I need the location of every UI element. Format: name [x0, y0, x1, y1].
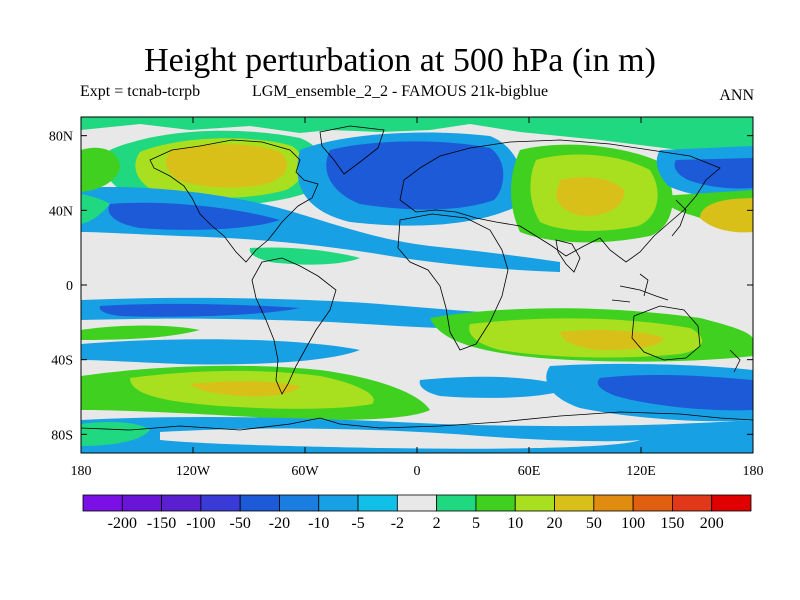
colorbar-swatch — [396, 494, 438, 512]
colorbar-swatch — [357, 494, 398, 512]
colorbar-level-label: 20 — [547, 515, 563, 532]
lon-tick-label: 0 — [414, 464, 421, 479]
colorbar-level-label: -20 — [269, 515, 290, 532]
colorbar-swatch — [436, 494, 477, 512]
contour-fields — [81, 117, 753, 453]
contour-sh-pacific-green — [81, 325, 200, 340]
lat-tick-label: 40N — [49, 204, 73, 219]
colorbar-level-label: 200 — [700, 515, 724, 532]
colorbar-swatch — [632, 494, 673, 512]
colorbar-swatch — [279, 494, 320, 512]
coastline-eurasia — [399, 139, 721, 263]
contour-nh-pacific-green — [81, 147, 120, 192]
colorbar-swatch — [161, 494, 202, 512]
contour-sh-tropic-blue — [99, 303, 300, 317]
colorbar-level-label: -200 — [108, 515, 137, 532]
contour-antarctic-grey — [160, 428, 640, 449]
contour-nh-arctic-green — [81, 117, 753, 150]
colorbar-swatch — [711, 494, 752, 512]
colorbar-swatch — [82, 494, 123, 512]
colorbar-level-label: 10 — [507, 515, 523, 532]
colorbar-level-label: 100 — [621, 515, 645, 532]
colorbar-swatch — [514, 494, 555, 512]
lon-tick-label: 120W — [176, 464, 211, 479]
contour-tropic-green-atl — [249, 247, 360, 265]
coastline-japan — [671, 199, 687, 237]
colorbar-swatch — [554, 494, 595, 512]
experiment-label: Expt = tcnab-tcrpb — [80, 83, 201, 100]
coastline-south-america — [251, 257, 337, 395]
coastline-north-america — [149, 139, 319, 263]
colorbar-swatch — [475, 494, 516, 512]
coastline-india — [555, 239, 581, 273]
coastline-indonesia — [611, 273, 669, 303]
contour-nh-canada-yellow — [165, 144, 288, 188]
colorbar-swatch — [121, 494, 162, 512]
contour-antarctic-green — [81, 422, 150, 446]
lon-tick-label: 180 — [71, 464, 92, 479]
coastline-greenland — [319, 125, 385, 175]
lat-tick-label: 40S — [51, 354, 73, 369]
contour-sh-indian-blue — [597, 374, 753, 411]
colorbar-level-label: 5 — [472, 515, 480, 532]
colorbar-level-label: -2 — [391, 515, 404, 532]
colorbar-level-label: 50 — [586, 515, 602, 532]
contour-nh-atlantic-blue — [326, 141, 504, 210]
colorbar-level-label: 2 — [433, 515, 441, 532]
colorbar-swatch — [593, 494, 634, 512]
contour-nh-westpac-yellow — [700, 198, 753, 233]
contour-nh-subtrop-blue — [108, 202, 280, 230]
contour-sh-high-yellow — [190, 381, 300, 397]
coastline-africa — [397, 213, 509, 351]
lon-tick-label: 60W — [291, 464, 319, 479]
lat-tick-label: 80S — [51, 428, 73, 443]
coastlines — [81, 125, 753, 431]
colorbar-level-label: 150 — [660, 515, 684, 532]
axis-ticks: 80N 40N 0 40S 80S 180 120W 60W 0 60E 120E 180 — [49, 117, 764, 479]
contour-sh-mid-lightblue — [81, 339, 360, 365]
contour-nh-asia-yellow — [556, 177, 625, 216]
lon-tick-label: 120E — [626, 464, 656, 479]
colorbar-level-label: -5 — [351, 515, 364, 532]
map-title: Height perturbation at 500 hPa (in m) — [144, 42, 656, 79]
coastline-new-zealand — [729, 349, 741, 373]
lon-tick-label: 60E — [518, 464, 541, 479]
lat-tick-label: 80N — [49, 130, 73, 145]
colorbar-level-label: -100 — [186, 515, 215, 532]
colorbar-swatch — [318, 494, 359, 512]
lon-tick-label: 180 — [743, 464, 764, 479]
season-label: ANN — [719, 87, 754, 104]
coastline-antarctica — [81, 411, 753, 431]
coastline-australia — [631, 305, 701, 361]
colorbar-swatch — [239, 494, 280, 512]
colorbar: -200 -150 -100 -50 -20 -10 -5 -2 2 5 10 20 50 100 150 2… — [82, 494, 752, 532]
colorbar-level-label: -50 — [230, 515, 251, 532]
colorbar-level-label: -10 — [308, 515, 329, 532]
lat-tick-label: 0 — [66, 279, 73, 294]
ensemble-label: LGM_ensemble_2_2 - FAMOUS 21k-bigblue — [252, 83, 549, 100]
colorbar-swatch — [200, 494, 241, 512]
colorbar-swatch — [672, 494, 713, 512]
contour-sh-atl-lightblue — [419, 376, 570, 398]
contour-nh-eastpac-green — [81, 194, 110, 224]
colorbar-level-label: -150 — [147, 515, 176, 532]
